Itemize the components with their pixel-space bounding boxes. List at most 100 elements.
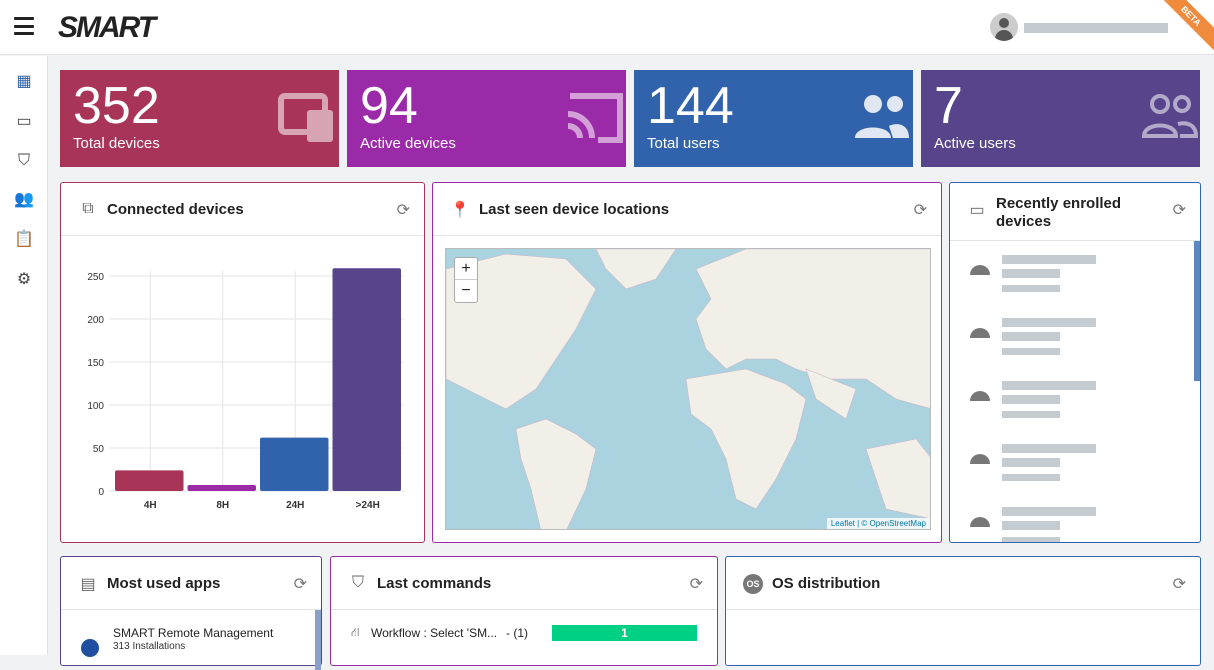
device-locations-card: 📍 Last seen device locations ⟳ + − Leaflet… — [432, 182, 942, 543]
scrollbar[interactable] — [315, 610, 321, 670]
os-icon: OS — [743, 574, 763, 594]
android-icon — [970, 328, 990, 338]
bar-24H — [260, 437, 329, 491]
cast-icon — [567, 93, 623, 143]
kpi-total-users[interactable]: 144 Total users — [634, 70, 913, 167]
kpi-total-devices[interactable]: 352 Total devices — [60, 70, 339, 167]
connected-devices-card: ⧉ Connected devices ⟳ 0 50 100 150 200 250 4H 8H 2… — [60, 182, 425, 543]
os-distribution-card: OS OS distribution ⟳ — [725, 556, 1201, 666]
cast-icon: ⧉ — [82, 200, 94, 217]
y-tick-label: 250 — [87, 272, 104, 283]
command-count: - (1) — [506, 626, 528, 640]
x-tick-label: >24H — [356, 500, 380, 511]
bar-8H — [187, 484, 256, 491]
most-used-apps-card: ▤ Most used apps ⟳ SMART Remote Management… — [60, 556, 322, 670]
devices-icon — [278, 93, 333, 142]
android-icon — [970, 391, 990, 401]
map[interactable]: + − Leaflet | © OpenStreetMap — [445, 248, 931, 530]
refresh-icon[interactable]: ⟳ — [396, 202, 410, 219]
refresh-icon[interactable]: ⟳ — [1172, 202, 1186, 219]
y-tick-label: 150 — [87, 358, 104, 369]
gear-icon[interactable]: ⚙ — [16, 271, 32, 288]
menu-icon[interactable] — [14, 17, 34, 35]
map-land — [446, 249, 930, 529]
devices-icon: ▭ — [969, 202, 985, 219]
clipboard-icon[interactable]: 📋 — [14, 231, 34, 248]
redacted-text — [1002, 411, 1060, 418]
redacted-text — [1002, 395, 1060, 404]
y-tick-label: 200 — [87, 315, 104, 326]
devices-icon[interactable]: ▭ — [16, 113, 32, 130]
kpi-value: 7 — [934, 77, 963, 135]
sidebar: ▦ ▭ ⛉ 👥 📋 ⚙ — [0, 56, 48, 655]
kpi-value: 352 — [73, 77, 160, 135]
card-title: Last commands — [377, 575, 492, 592]
zoom-out-button[interactable]: − — [461, 282, 471, 299]
kpi-label: Active users — [934, 135, 1016, 152]
dashboard-icon[interactable]: ▦ — [16, 73, 32, 90]
card-title: Last seen device locations — [479, 201, 670, 218]
shield-icon[interactable]: ⛉ — [17, 152, 30, 169]
kpi-label: Total users — [647, 135, 720, 152]
kpi-value: 144 — [647, 77, 734, 135]
redacted-text — [1002, 474, 1060, 481]
command-progress-bar: 1 — [552, 625, 697, 641]
zoom-control: + − — [454, 257, 478, 303]
bar->24H — [332, 268, 401, 491]
users-icon[interactable]: 👥 — [14, 191, 34, 208]
archive-icon: ▤ — [80, 576, 96, 593]
redacted-text — [1002, 381, 1096, 390]
redacted-text — [1002, 348, 1060, 355]
redacted-text — [1002, 444, 1096, 453]
top-bar: SMART BETA — [0, 0, 1214, 55]
app-name[interactable]: SMART Remote Management — [113, 626, 274, 640]
x-tick-label: 8H — [216, 500, 229, 511]
scrollbar[interactable] — [1194, 241, 1200, 381]
kpi-label: Total devices — [73, 135, 160, 152]
refresh-icon[interactable]: ⟳ — [913, 202, 927, 219]
shield-check-icon: ⛉ — [351, 574, 364, 591]
kpi-active-users[interactable]: 7 Active users — [921, 70, 1200, 167]
y-tick-label: 100 — [87, 401, 104, 412]
users-outline-icon — [1141, 94, 1198, 138]
card-title: OS distribution — [772, 575, 881, 592]
kpi-active-devices[interactable]: 94 Active devices — [347, 70, 626, 167]
redacted-text — [1002, 521, 1060, 530]
card-title: Connected devices — [107, 201, 244, 218]
avatar[interactable] — [990, 13, 1018, 41]
last-commands-card: ⛉ Last commands ⟳ ⛙ Workflow : Select 'SM.… — [330, 556, 718, 666]
x-tick-label: 24H — [286, 500, 304, 511]
app-installs: 313 Installations — [113, 641, 186, 652]
recently-enrolled-card: ▭ Recently enrolled devices ⟳ — [949, 182, 1201, 543]
kpi-label: Active devices — [360, 135, 456, 152]
card-title: Most used apps — [107, 575, 221, 592]
location-pin-icon: 📍 — [450, 202, 470, 219]
redacted-text — [1002, 269, 1060, 278]
redacted-text — [1002, 332, 1060, 341]
refresh-icon[interactable]: ⟳ — [293, 576, 307, 593]
y-tick-label: 50 — [93, 444, 105, 455]
app-shield-icon — [81, 639, 99, 657]
logo: SMART — [58, 11, 156, 44]
redacted-text — [1002, 458, 1060, 467]
y-tick-label: 0 — [98, 487, 104, 498]
kpi-value: 94 — [360, 77, 418, 135]
redacted-text — [1002, 507, 1096, 516]
refresh-icon[interactable]: ⟳ — [1172, 576, 1186, 593]
zoom-in-button[interactable]: + — [455, 258, 477, 280]
redacted-text — [1002, 318, 1096, 327]
android-icon — [970, 265, 990, 275]
card-title: Recently enrolled devices — [996, 195, 1122, 230]
map-attribution[interactable]: Leaflet | © OpenStreetMap — [826, 518, 930, 529]
x-tick-label: 4H — [144, 500, 157, 511]
user-name-redacted[interactable] — [1024, 23, 1168, 33]
redacted-text — [1002, 285, 1060, 292]
android-icon — [970, 454, 990, 464]
android-icon — [970, 517, 990, 527]
redacted-text — [1002, 255, 1096, 264]
command-name[interactable]: Workflow : Select 'SM... — [371, 626, 498, 640]
bar-4H — [115, 470, 184, 491]
workflow-icon: ⛙ — [351, 625, 360, 639]
redacted-text — [1002, 537, 1060, 542]
refresh-icon[interactable]: ⟳ — [689, 576, 703, 593]
